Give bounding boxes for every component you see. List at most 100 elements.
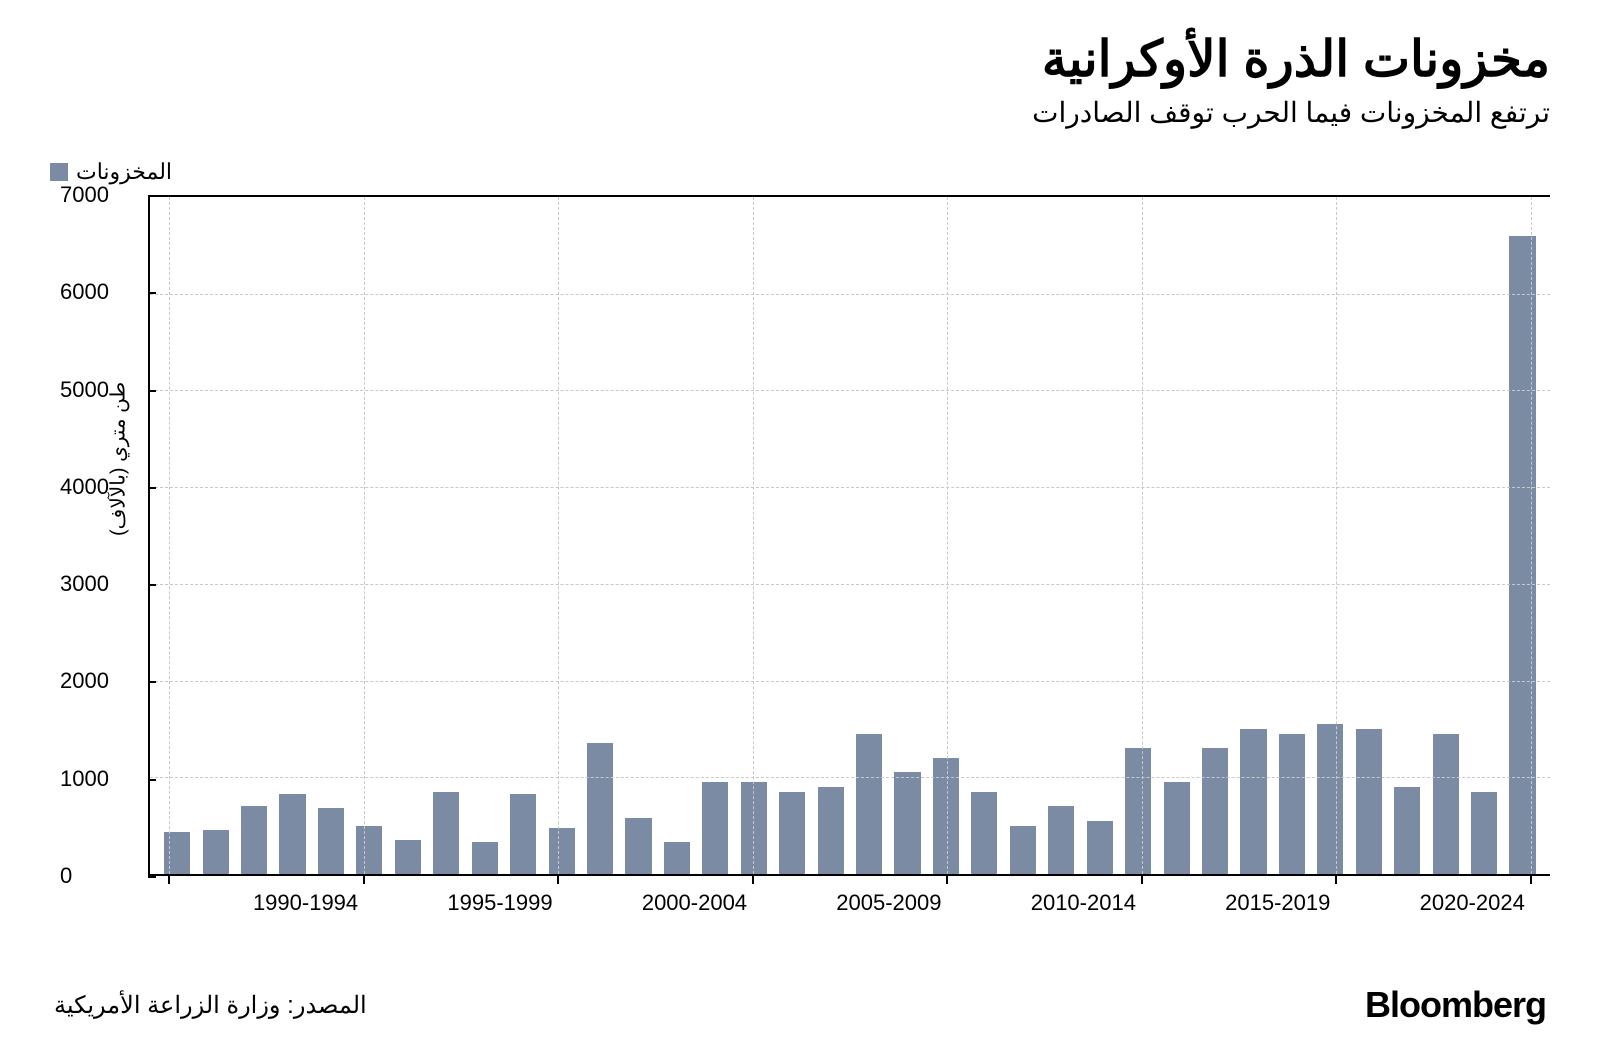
bar-slot xyxy=(1196,197,1234,874)
bar-slot xyxy=(1350,197,1388,874)
bar-slot xyxy=(1234,197,1272,874)
bar xyxy=(587,743,613,874)
bars-container xyxy=(150,197,1550,874)
grid-line xyxy=(150,390,1550,391)
bar xyxy=(741,782,767,874)
grid-line xyxy=(150,584,1550,585)
grid-vline xyxy=(1142,197,1143,874)
bar-slot xyxy=(158,197,196,874)
y-tick xyxy=(148,292,156,294)
x-axis-label: 1990-1994 xyxy=(253,890,358,916)
x-tick xyxy=(1530,876,1532,884)
y-axis-title: طن متري (بالآلاف) xyxy=(106,381,131,535)
y-tick-label: 5000 xyxy=(60,377,109,403)
bar-slot xyxy=(1503,197,1541,874)
bar-slot xyxy=(658,197,696,874)
bar xyxy=(164,832,190,874)
bar xyxy=(625,818,651,874)
y-tick xyxy=(148,195,156,197)
bar-slot xyxy=(888,197,926,874)
x-axis-label: 2005-2009 xyxy=(836,890,941,916)
x-axis-label: 2015-2019 xyxy=(1225,890,1330,916)
bar xyxy=(1125,748,1151,874)
bar-slot xyxy=(1004,197,1042,874)
bar-slot xyxy=(235,197,273,874)
grid-line xyxy=(150,294,1550,295)
y-tick-label: 1000 xyxy=(60,766,109,792)
grid-vline xyxy=(1531,197,1532,874)
source-text: المصدر: وزارة الزراعة الأمريكية xyxy=(54,991,367,1020)
x-axis-label: 2010-2014 xyxy=(1031,890,1136,916)
x-tick xyxy=(752,876,754,884)
x-tick xyxy=(1141,876,1143,884)
bar xyxy=(1279,734,1305,874)
bar xyxy=(279,794,305,874)
bar xyxy=(1087,821,1113,874)
bar xyxy=(856,734,882,874)
bar-slot xyxy=(196,197,234,874)
footer: Bloomberg المصدر: وزارة الزراعة الأمريكي… xyxy=(50,984,1550,1026)
bar-slot xyxy=(773,197,811,874)
bar-slot xyxy=(1426,197,1464,874)
y-tick-label: 4000 xyxy=(60,474,109,500)
x-tick xyxy=(1335,876,1337,884)
y-tick xyxy=(148,487,156,489)
bar xyxy=(1240,729,1266,874)
bar-slot xyxy=(389,197,427,874)
bar xyxy=(1433,734,1459,874)
y-tick xyxy=(148,390,156,392)
bar xyxy=(664,842,690,874)
bar xyxy=(1394,787,1420,874)
bar-slot xyxy=(1042,197,1080,874)
bar xyxy=(702,782,728,874)
plot-area xyxy=(150,195,1550,876)
chart: 1990-19941995-19992000-20042005-20092010… xyxy=(50,195,1550,966)
bar-slot xyxy=(312,197,350,874)
bar-slot xyxy=(1157,197,1195,874)
bar xyxy=(318,808,344,874)
bar xyxy=(395,840,421,874)
bar-slot xyxy=(1465,197,1503,874)
chart-subtitle: ترتفع المخزونات فيما الحرب توقف الصادرات xyxy=(50,96,1550,129)
y-tick xyxy=(148,584,156,586)
bar xyxy=(1356,729,1382,874)
bar xyxy=(241,806,267,874)
y-tick-label: 2000 xyxy=(60,668,109,694)
x-tick xyxy=(168,876,170,884)
legend: المخزونات xyxy=(50,159,1550,185)
bar xyxy=(1048,806,1074,874)
bar xyxy=(472,842,498,874)
y-tick-label: 0 xyxy=(60,863,72,889)
bar-slot xyxy=(1388,197,1426,874)
grid-vline xyxy=(947,197,948,874)
bar-slot xyxy=(1081,197,1119,874)
x-axis-label: 2000-2004 xyxy=(642,890,747,916)
chart-title: مخزونات الذرة الأوكرانية xyxy=(50,30,1550,88)
bar-slot xyxy=(427,197,465,874)
y-tick xyxy=(148,876,156,878)
x-tick xyxy=(363,876,365,884)
bar xyxy=(356,826,382,874)
bar xyxy=(1317,724,1343,874)
bar-slot xyxy=(466,197,504,874)
y-tick-label: 7000 xyxy=(60,182,109,208)
y-axis: طن متري (بالآلاف) 0100020003000400050006… xyxy=(50,195,150,966)
bar xyxy=(203,830,229,874)
bar xyxy=(1202,748,1228,874)
bar xyxy=(894,772,920,874)
bar xyxy=(818,787,844,874)
x-axis: 1990-19941995-19992000-20042005-20092010… xyxy=(150,876,1550,966)
bar-slot xyxy=(581,197,619,874)
bar-slot xyxy=(504,197,542,874)
grid-line xyxy=(150,487,1550,488)
bar-slot xyxy=(696,197,734,874)
chart-header: مخزونات الذرة الأوكرانية ترتفع المخزونات… xyxy=(50,30,1550,129)
grid-line xyxy=(150,681,1550,682)
bar xyxy=(779,792,805,874)
grid-vline xyxy=(558,197,559,874)
x-axis-label: 2020-2024 xyxy=(1420,890,1525,916)
bar xyxy=(1471,792,1497,874)
grid-vline xyxy=(1336,197,1337,874)
bar xyxy=(1164,782,1190,874)
y-tick-label: 6000 xyxy=(60,279,109,305)
